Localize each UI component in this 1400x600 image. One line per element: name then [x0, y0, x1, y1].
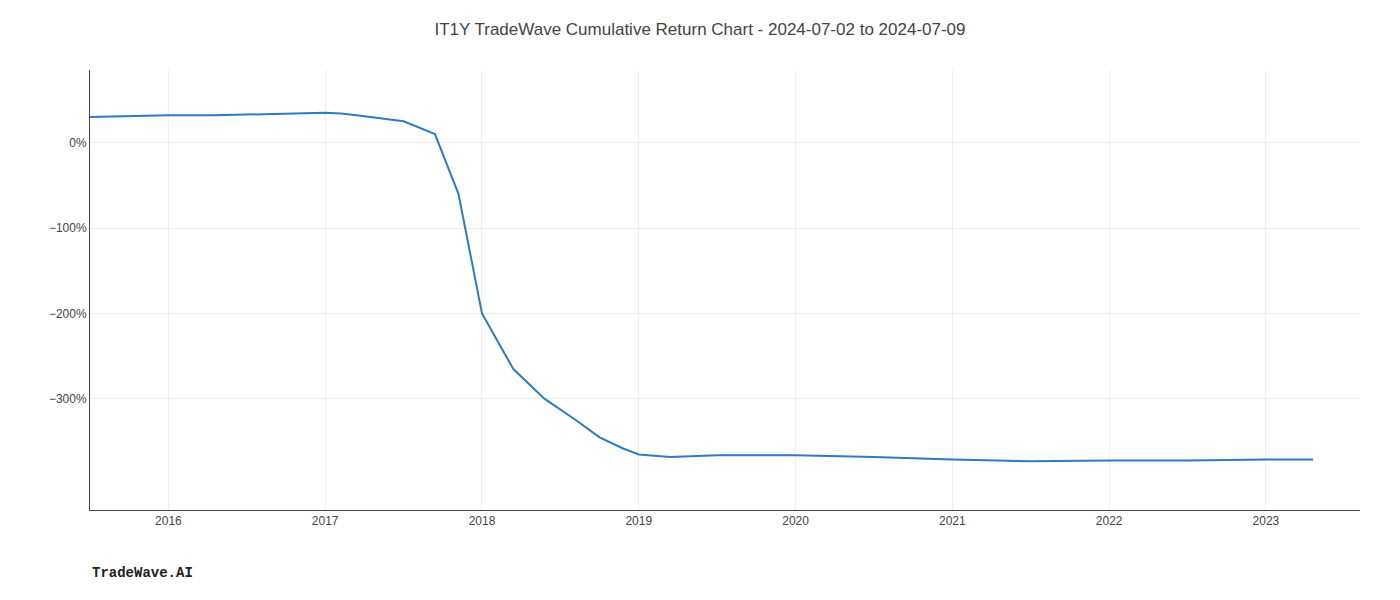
- svg-text:−300%: −300%: [49, 392, 87, 406]
- svg-text:−100%: −100%: [49, 221, 87, 235]
- svg-text:2021: 2021: [939, 514, 966, 528]
- svg-text:TradeWave.AI: TradeWave.AI: [92, 565, 193, 581]
- svg-text:2018: 2018: [469, 514, 496, 528]
- svg-text:2023: 2023: [1253, 514, 1280, 528]
- svg-text:2022: 2022: [1096, 514, 1123, 528]
- svg-text:2020: 2020: [782, 514, 809, 528]
- svg-text:IT1Y TradeWave Cumulative Retu: IT1Y TradeWave Cumulative Return Chart -…: [434, 20, 965, 39]
- svg-text:2017: 2017: [312, 514, 339, 528]
- svg-text:0%: 0%: [69, 136, 87, 150]
- svg-text:2019: 2019: [625, 514, 652, 528]
- svg-text:2016: 2016: [155, 514, 182, 528]
- svg-text:−200%: −200%: [49, 307, 87, 321]
